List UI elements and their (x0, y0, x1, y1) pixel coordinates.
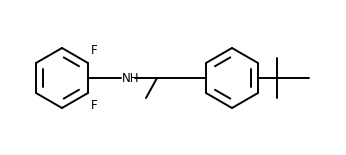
Text: NH: NH (122, 71, 139, 84)
Text: F: F (91, 44, 98, 57)
Text: F: F (91, 99, 98, 112)
